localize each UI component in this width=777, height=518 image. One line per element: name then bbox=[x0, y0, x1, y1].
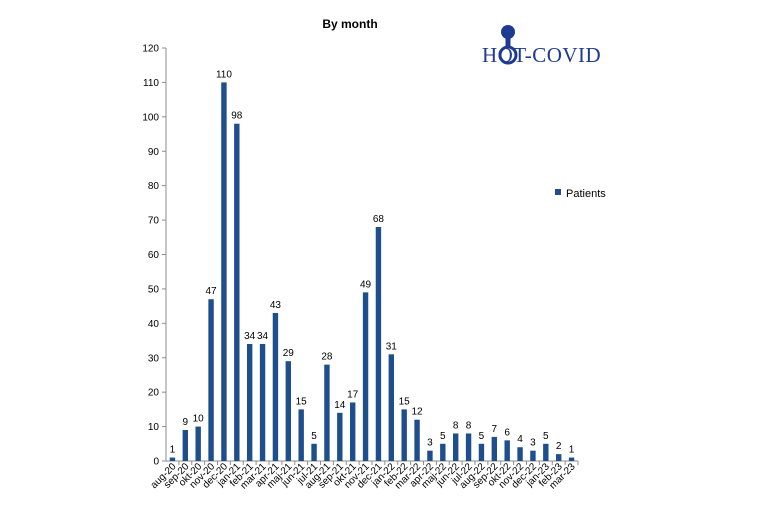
logo-text: HOT-COVID bbox=[482, 43, 601, 67]
bar bbox=[440, 443, 446, 461]
bar bbox=[388, 354, 395, 461]
bars bbox=[169, 82, 575, 462]
bar bbox=[414, 419, 420, 461]
data-label: 110 bbox=[216, 69, 232, 80]
data-label: 4 bbox=[517, 434, 523, 445]
data-label: 2 bbox=[556, 441, 562, 452]
data-label: 1 bbox=[170, 445, 176, 456]
y-tick-label: 20 bbox=[148, 388, 160, 399]
data-label: 49 bbox=[360, 279, 372, 290]
bar bbox=[208, 299, 214, 461]
y-tick-label: 0 bbox=[153, 457, 159, 468]
data-label: 3 bbox=[427, 438, 433, 449]
data-label: 47 bbox=[206, 286, 218, 297]
bar bbox=[298, 409, 304, 461]
bar bbox=[169, 457, 176, 461]
y-tick-label: 70 bbox=[148, 216, 160, 227]
data-label: 68 bbox=[373, 214, 385, 225]
bar bbox=[543, 443, 549, 461]
data-label: 34 bbox=[257, 331, 269, 342]
data-label: 15 bbox=[399, 396, 411, 407]
bar bbox=[362, 292, 369, 461]
data-label: 9 bbox=[183, 417, 189, 428]
data-label: 17 bbox=[347, 389, 359, 400]
data-label: 5 bbox=[440, 431, 446, 442]
data-label: 8 bbox=[453, 420, 459, 431]
data-label: 43 bbox=[270, 300, 282, 311]
logo-pin-stem bbox=[505, 38, 511, 46]
hot-covid-logo: HOT-COVID bbox=[482, 25, 601, 67]
data-label: 1 bbox=[569, 445, 575, 456]
data-label: 10 bbox=[193, 414, 205, 425]
y-tick-label: 120 bbox=[142, 44, 159, 55]
bar bbox=[337, 412, 343, 461]
y-tick-label: 90 bbox=[148, 147, 160, 158]
y-tick-label: 10 bbox=[148, 422, 160, 433]
bar bbox=[221, 82, 227, 462]
bar bbox=[452, 433, 459, 461]
bar bbox=[555, 454, 562, 461]
y-tick-label: 100 bbox=[142, 112, 159, 123]
bar bbox=[517, 447, 523, 461]
bar bbox=[285, 361, 292, 461]
bar bbox=[530, 450, 536, 461]
bar bbox=[259, 343, 266, 461]
data-label: 28 bbox=[321, 352, 333, 363]
y-tick-label: 60 bbox=[148, 250, 160, 261]
y-tick-label: 40 bbox=[148, 319, 160, 330]
y-tick-label: 110 bbox=[143, 78, 159, 89]
data-label: 14 bbox=[334, 400, 346, 411]
data-label: 98 bbox=[231, 111, 243, 122]
bar bbox=[401, 409, 407, 461]
bar bbox=[465, 433, 472, 461]
logo-pin-head bbox=[501, 25, 515, 39]
data-label: 6 bbox=[504, 427, 510, 438]
data-label: 15 bbox=[296, 396, 308, 407]
chart-title: By month bbox=[322, 17, 377, 31]
bar bbox=[234, 123, 240, 461]
bar bbox=[568, 457, 575, 461]
data-label: 34 bbox=[244, 331, 256, 342]
bar bbox=[349, 402, 356, 461]
bar bbox=[504, 440, 510, 461]
legend-label: Patients bbox=[566, 188, 606, 200]
bar bbox=[246, 343, 253, 461]
axes: 0102030405060708090100110120aug-20sep-20… bbox=[142, 44, 579, 492]
bar bbox=[195, 426, 201, 461]
data-label: 5 bbox=[311, 431, 317, 442]
y-tick-label: 50 bbox=[148, 284, 160, 295]
bar bbox=[324, 364, 330, 461]
data-label: 3 bbox=[530, 438, 536, 449]
legend-swatch bbox=[555, 189, 561, 195]
bar bbox=[272, 313, 279, 461]
data-label: 31 bbox=[386, 341, 398, 352]
legend: Patients bbox=[555, 188, 606, 200]
bar bbox=[427, 450, 433, 461]
logo-pin-ring bbox=[498, 45, 518, 65]
bar bbox=[491, 436, 498, 461]
y-tick-label: 30 bbox=[148, 353, 160, 364]
bar bbox=[311, 443, 317, 461]
bar bbox=[478, 443, 485, 461]
bar bbox=[375, 226, 382, 461]
data-label: 5 bbox=[543, 431, 549, 442]
data-label: 8 bbox=[466, 420, 472, 431]
bar bbox=[182, 430, 189, 461]
data-label: 7 bbox=[492, 424, 498, 435]
data-label: 5 bbox=[479, 431, 485, 442]
y-tick-label: 80 bbox=[148, 181, 160, 192]
data-label: 12 bbox=[412, 407, 424, 418]
data-label: 29 bbox=[283, 348, 295, 359]
